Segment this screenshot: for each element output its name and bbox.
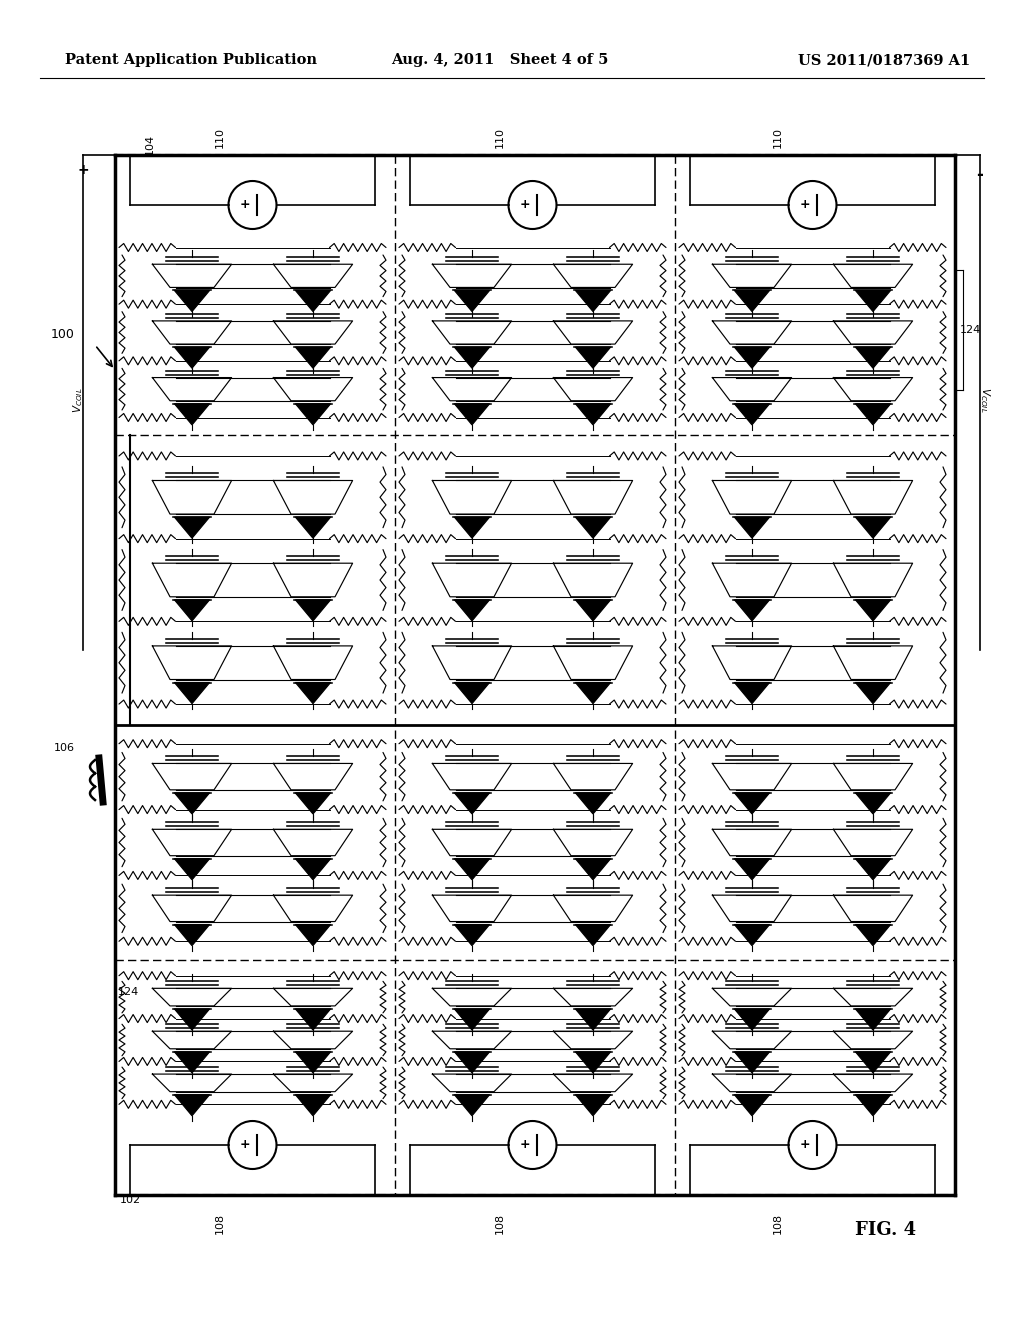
Polygon shape [455, 1052, 489, 1073]
Polygon shape [174, 517, 210, 539]
Text: 106: 106 [54, 743, 75, 752]
Text: +: + [240, 1138, 251, 1151]
Polygon shape [734, 924, 770, 945]
Polygon shape [295, 290, 331, 312]
Polygon shape [855, 517, 891, 539]
Polygon shape [295, 599, 331, 620]
Polygon shape [855, 1008, 891, 1030]
Polygon shape [455, 682, 489, 704]
Polygon shape [455, 793, 489, 814]
Polygon shape [174, 1052, 210, 1073]
Polygon shape [295, 404, 331, 425]
Text: 124: 124 [961, 325, 981, 335]
Polygon shape [295, 1052, 331, 1073]
Polygon shape [734, 517, 770, 539]
Text: 100: 100 [51, 329, 75, 342]
Polygon shape [174, 404, 210, 425]
Polygon shape [174, 1094, 210, 1115]
Polygon shape [855, 599, 891, 620]
Text: $V_{COIL}$: $V_{COIL}$ [978, 387, 992, 413]
Text: +: + [520, 198, 530, 211]
Text: 110: 110 [495, 127, 505, 148]
Text: Aug. 4, 2011   Sheet 4 of 5: Aug. 4, 2011 Sheet 4 of 5 [391, 53, 608, 67]
Polygon shape [455, 599, 489, 620]
Text: +: + [77, 162, 89, 177]
Polygon shape [855, 347, 891, 368]
Polygon shape [174, 793, 210, 814]
Polygon shape [855, 924, 891, 945]
Polygon shape [575, 793, 610, 814]
Polygon shape [734, 599, 770, 620]
Polygon shape [734, 1052, 770, 1073]
Polygon shape [734, 1008, 770, 1030]
Polygon shape [575, 599, 610, 620]
Polygon shape [734, 404, 770, 425]
Text: US 2011/0187369 A1: US 2011/0187369 A1 [798, 53, 970, 67]
Text: +: + [240, 198, 251, 211]
Text: 104: 104 [145, 133, 155, 154]
Text: 108: 108 [773, 1213, 783, 1234]
Polygon shape [174, 682, 210, 704]
Text: -: - [977, 166, 983, 183]
Text: 108: 108 [495, 1213, 505, 1234]
Polygon shape [575, 1052, 610, 1073]
Polygon shape [734, 347, 770, 368]
Polygon shape [575, 924, 610, 945]
Polygon shape [295, 793, 331, 814]
Polygon shape [295, 347, 331, 368]
Polygon shape [855, 682, 891, 704]
Polygon shape [855, 404, 891, 425]
Polygon shape [734, 859, 770, 880]
Polygon shape [295, 924, 331, 945]
Text: +: + [800, 1138, 811, 1151]
Polygon shape [295, 682, 331, 704]
Polygon shape [174, 859, 210, 880]
Text: 110: 110 [773, 127, 783, 148]
Polygon shape [174, 290, 210, 312]
Polygon shape [855, 1052, 891, 1073]
Polygon shape [174, 924, 210, 945]
Text: +: + [520, 1138, 530, 1151]
Polygon shape [734, 682, 770, 704]
Polygon shape [575, 517, 610, 539]
Polygon shape [295, 517, 331, 539]
Polygon shape [575, 404, 610, 425]
Text: FIG. 4: FIG. 4 [855, 1221, 916, 1239]
Polygon shape [575, 1008, 610, 1030]
Text: 124: 124 [118, 987, 139, 997]
Polygon shape [455, 924, 489, 945]
Text: $V_{COIL}$: $V_{COIL}$ [71, 387, 85, 413]
Polygon shape [455, 517, 489, 539]
Polygon shape [455, 347, 489, 368]
Polygon shape [855, 859, 891, 880]
Polygon shape [734, 793, 770, 814]
Polygon shape [174, 599, 210, 620]
Polygon shape [855, 1094, 891, 1115]
Polygon shape [575, 859, 610, 880]
Polygon shape [734, 1094, 770, 1115]
Text: 102: 102 [120, 1195, 141, 1205]
Polygon shape [575, 347, 610, 368]
Polygon shape [575, 682, 610, 704]
Polygon shape [174, 347, 210, 368]
Polygon shape [734, 290, 770, 312]
Polygon shape [575, 290, 610, 312]
Polygon shape [295, 1094, 331, 1115]
Polygon shape [855, 290, 891, 312]
Polygon shape [455, 290, 489, 312]
Polygon shape [455, 859, 489, 880]
Polygon shape [455, 1008, 489, 1030]
Polygon shape [455, 404, 489, 425]
Polygon shape [295, 859, 331, 880]
Polygon shape [295, 1008, 331, 1030]
Polygon shape [855, 793, 891, 814]
Text: +: + [800, 198, 811, 211]
Polygon shape [575, 1094, 610, 1115]
Text: 110: 110 [215, 127, 225, 148]
Polygon shape [174, 1008, 210, 1030]
Text: 108: 108 [215, 1213, 225, 1234]
Polygon shape [455, 1094, 489, 1115]
Text: Patent Application Publication: Patent Application Publication [65, 53, 317, 67]
